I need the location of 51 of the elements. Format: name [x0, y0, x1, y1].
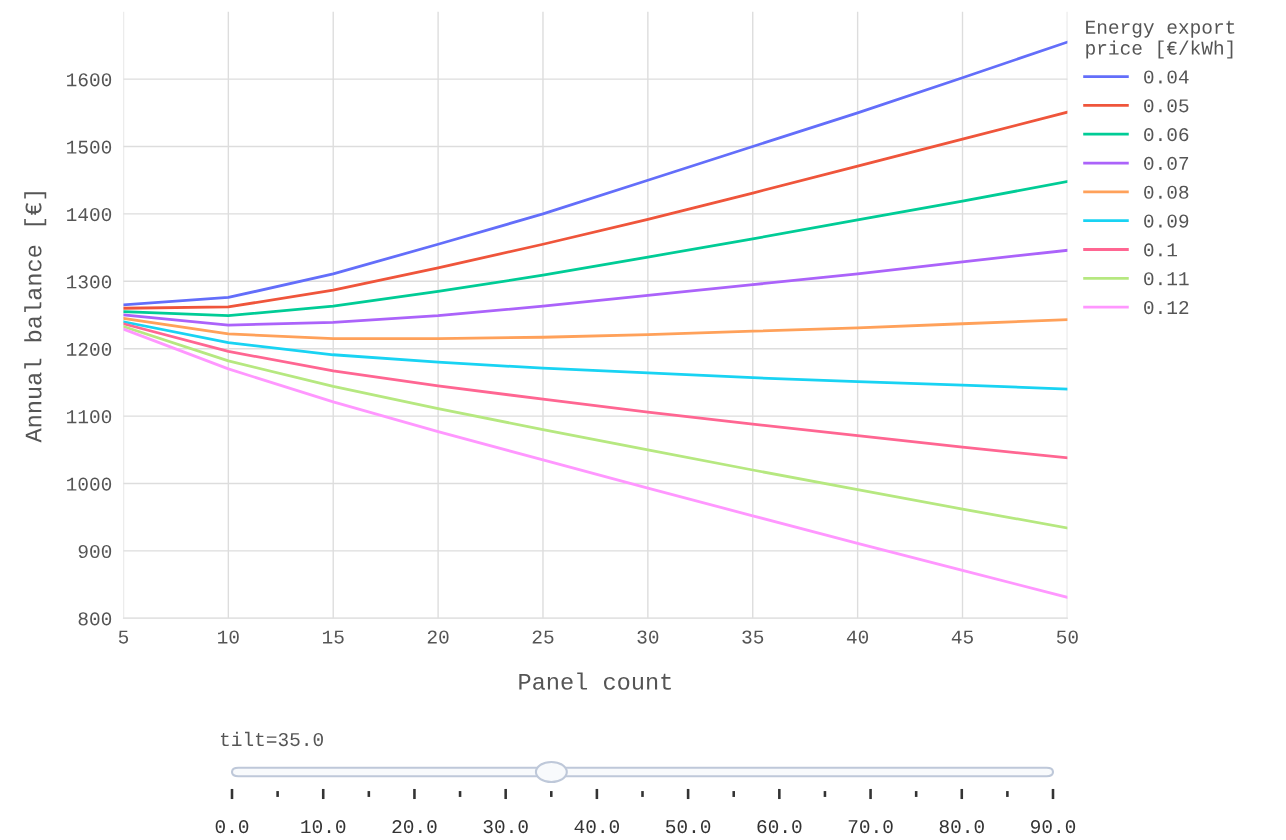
line-series [123, 325, 1068, 530]
y-tick-label: 1200 [67, 342, 112, 356]
legend-label: 0.04 [1144, 70, 1189, 84]
y-tick-label: 1500 [67, 140, 112, 154]
y-tick-label: 1400 [67, 207, 112, 222]
text: 80.0 [939, 820, 984, 834]
x-tick-label: 10 [218, 630, 239, 644]
text: 0.0 [215, 820, 249, 834]
text: 50.0 [665, 820, 711, 834]
legend-label: 0.06 [1144, 128, 1189, 142]
legend-label: 0.07 [1144, 156, 1189, 171]
x-tick-label: 25 [532, 630, 554, 644]
x-axis-title: Panel count [519, 672, 671, 690]
y-tick-label: 900 [78, 544, 112, 559]
line-series [123, 180, 1068, 318]
x-tick-label: 5 [118, 630, 129, 644]
line-series [123, 110, 1068, 310]
line-series [123, 40, 1068, 307]
text: 20.0 [392, 820, 437, 834]
x-tick-label: 20 [427, 630, 449, 644]
legend-label: 0.11 [1144, 272, 1189, 286]
x-tick-label: 50 [1056, 630, 1078, 644]
text: 60.0 [757, 820, 802, 834]
x-tick-label: 35 [742, 630, 764, 644]
y-tick-label: 1000 [67, 477, 112, 491]
x-tick-label: 15 [322, 630, 344, 644]
legend-label: 0.05 [1144, 99, 1189, 113]
line-series [123, 248, 1068, 327]
legend-label: 0.08 [1144, 185, 1189, 199]
legend-label: 0.1 [1144, 243, 1177, 257]
line-series [123, 316, 1068, 340]
text: 10.0 [301, 820, 346, 834]
x-tick-label: 40 [846, 630, 869, 644]
legend-label: 0.12 [1144, 300, 1189, 315]
y-tick-label: 800 [78, 612, 112, 626]
text: 30.0 [483, 820, 528, 834]
text: tilt=35.0 [220, 731, 323, 747]
legend-title: Energy export price [€/kWh] [1086, 20, 1235, 59]
line-series [123, 327, 1068, 599]
line-series [123, 322, 1068, 460]
legend-label: 0.09 [1144, 214, 1189, 228]
x-tick-label: 45 [951, 630, 973, 644]
x-tick-label: 30 [637, 630, 659, 644]
y-tick-label: 1100 [67, 410, 112, 424]
line-series [123, 320, 1068, 391]
text: 70.0 [848, 820, 893, 834]
y-tick-label: 1300 [67, 275, 112, 289]
y-axis-title: Annual balance [€] [24, 192, 47, 443]
y-tick-label: 1600 [67, 73, 112, 87]
text: 40.0 [574, 820, 620, 834]
text: 90.0 [1031, 820, 1076, 834]
